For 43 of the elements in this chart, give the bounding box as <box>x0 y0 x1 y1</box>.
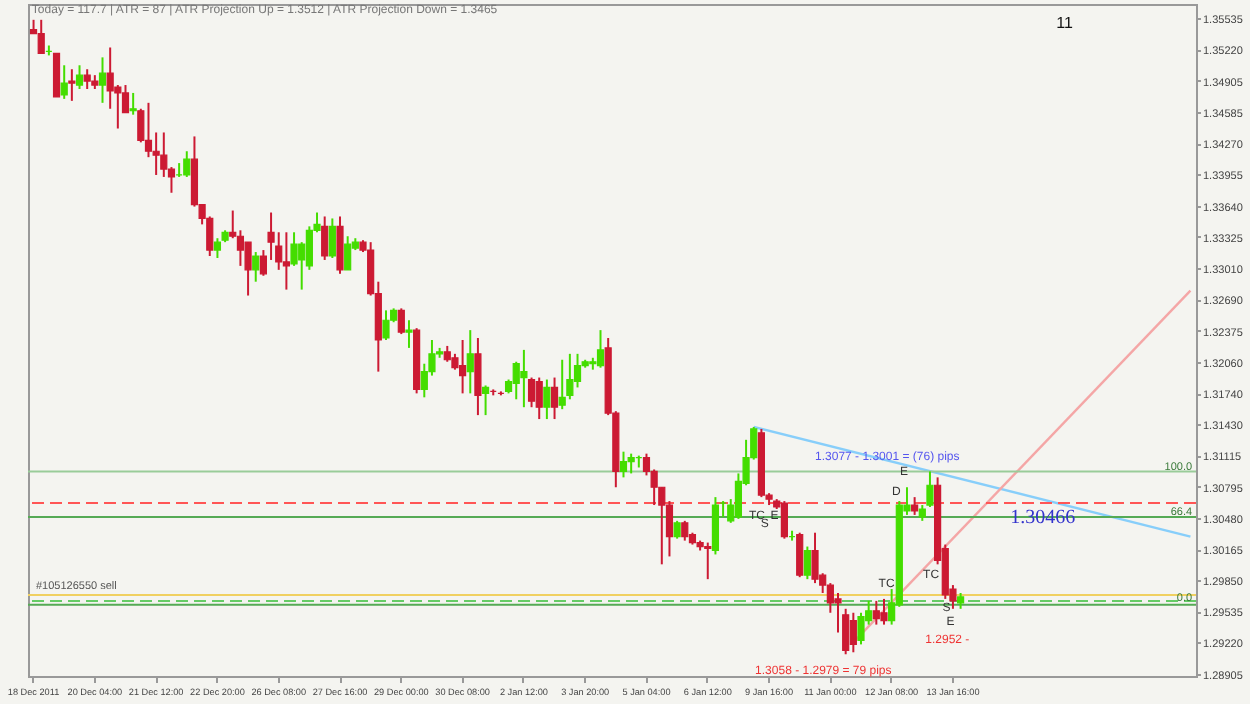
candlestick <box>566 352 574 401</box>
candlestick <box>252 251 260 283</box>
candlestick <box>459 339 467 395</box>
candlestick <box>405 319 413 349</box>
candlestick <box>183 150 191 178</box>
candlestick <box>596 329 605 369</box>
candlestick <box>711 496 720 556</box>
candlestick <box>543 378 551 421</box>
candlestick <box>328 217 336 259</box>
candlestick <box>321 215 329 261</box>
candlestick <box>336 215 344 275</box>
candlestick <box>880 597 888 626</box>
candlestick <box>83 68 91 90</box>
candlestick <box>704 541 712 581</box>
candlestick <box>382 309 390 341</box>
candlestick <box>803 545 811 581</box>
candlestick <box>466 329 474 395</box>
candlestick <box>37 18 45 55</box>
candlestick <box>282 231 290 291</box>
candlestick <box>535 376 543 421</box>
candlestick <box>811 531 819 585</box>
candlestick <box>397 307 405 336</box>
candlestick <box>872 599 880 626</box>
candlestick <box>344 235 352 271</box>
candlestick <box>98 56 107 104</box>
candlestick <box>558 358 566 411</box>
candlestick <box>550 376 559 421</box>
candlestick <box>520 348 528 409</box>
candlestick <box>68 68 76 102</box>
candlestick <box>60 64 68 100</box>
candlestick <box>129 91 137 116</box>
annotation: 11 <box>1056 14 1074 33</box>
candlestick <box>796 531 804 579</box>
candlestick <box>681 519 689 542</box>
candlestick <box>75 64 84 90</box>
candlestick <box>481 384 490 417</box>
candlestick <box>213 237 222 259</box>
candlestick <box>627 452 635 475</box>
candlestick <box>474 337 482 417</box>
candlestick <box>780 500 788 540</box>
candlestick <box>849 611 857 654</box>
candlestick <box>619 450 628 479</box>
candlestick <box>52 52 61 98</box>
